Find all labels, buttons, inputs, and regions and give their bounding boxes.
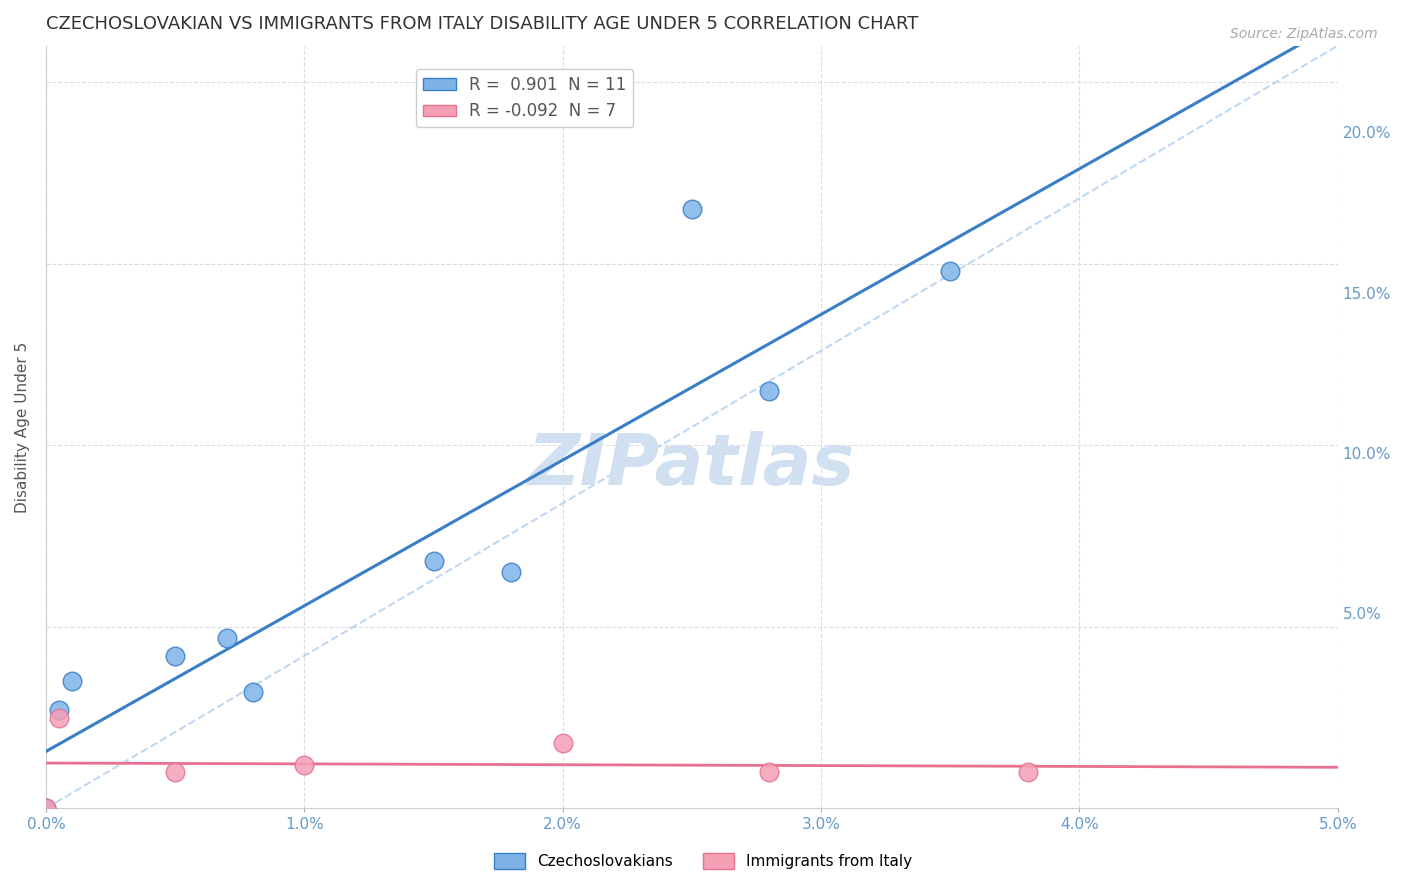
Point: [165, 765, 187, 780]
Text: ZIPatlas: ZIPatlas: [529, 431, 856, 500]
Point: [758, 765, 780, 780]
Point: [422, 554, 444, 568]
Point: [165, 648, 187, 663]
Point: [292, 757, 315, 772]
Point: [758, 384, 780, 398]
Point: [681, 202, 703, 216]
Point: [215, 631, 238, 645]
Point: [60, 674, 83, 689]
Point: [35, 801, 58, 815]
Legend: Czechoslovakians, Immigrants from Italy: Czechoslovakians, Immigrants from Italy: [488, 847, 918, 875]
Point: [499, 566, 522, 580]
Y-axis label: Disability Age Under 5: Disability Age Under 5: [15, 342, 30, 513]
Text: CZECHOSLOVAKIAN VS IMMIGRANTS FROM ITALY DISABILITY AGE UNDER 5 CORRELATION CHAR: CZECHOSLOVAKIAN VS IMMIGRANTS FROM ITALY…: [46, 15, 918, 33]
Point: [939, 264, 962, 278]
Point: [48, 710, 70, 724]
Point: [242, 685, 264, 699]
Legend: R =  0.901  N = 11, R = -0.092  N = 7: R = 0.901 N = 11, R = -0.092 N = 7: [416, 70, 633, 127]
Point: [551, 736, 574, 750]
Text: Source: ZipAtlas.com: Source: ZipAtlas.com: [1230, 27, 1378, 41]
Point: [48, 703, 70, 717]
Point: [35, 801, 58, 815]
Point: [1017, 765, 1039, 780]
